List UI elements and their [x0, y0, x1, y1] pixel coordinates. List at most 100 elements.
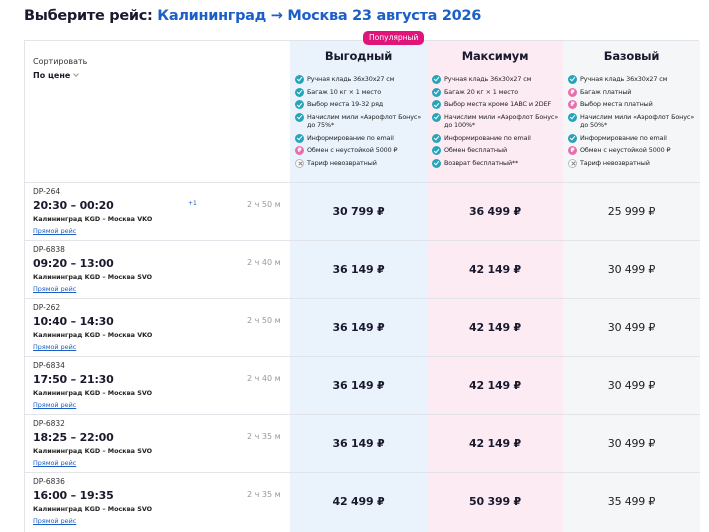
flight-duration: 2 ч 40 м: [247, 374, 281, 383]
flight-route: Калининград KGD – Москва SVO: [33, 447, 153, 455]
fare-price-2[interactable]: 35 499 ₽: [607, 495, 656, 508]
popular-badge: Популярный: [363, 31, 425, 45]
fare-price-1[interactable]: 42 149 ₽: [469, 437, 521, 450]
fare-price-1[interactable]: 42 149 ₽: [469, 263, 521, 276]
feature-text: Выбор места 19-32 ряд: [307, 100, 384, 109]
tariff-features: Ручная кладь 36х30х27 см Багаж 10 кг × 1 …: [294, 75, 425, 171]
feature-item: Начислим мили «Аэрофлот Бонус» до 100%*: [431, 112, 561, 129]
flight-number: DP-264: [33, 187, 61, 196]
feature-text: Возврат бесплатный**: [444, 158, 519, 167]
check-icon: [432, 158, 441, 168]
feature-item: Тариф невозвратный: [294, 158, 425, 168]
fare-table: Сортировать По цене Популярный Выгодный Р…: [24, 31, 700, 532]
direct-flight-link[interactable]: Прямой рейс: [33, 517, 77, 525]
ruble-icon: [568, 87, 577, 97]
flight-row: DP-262 10:40 – 14:30 Калининград KGD – Мос…: [25, 298, 700, 356]
check-icon: [295, 100, 304, 110]
feature-text: Тариф невозвратный: [307, 158, 377, 167]
check-icon: [295, 75, 304, 84]
fare-price-2[interactable]: 30 499 ₽: [607, 263, 656, 276]
fare-price-2[interactable]: 30 499 ₽: [607, 437, 656, 450]
direct-flight-link[interactable]: Прямой рейс: [33, 343, 77, 351]
flight-number: DP-6836: [33, 477, 65, 486]
flight-number: DP-6838: [33, 245, 65, 254]
flight-times: 10:40 – 14:30: [33, 315, 114, 328]
tariff-features: Ручная кладь 36х30х27 см Багаж платный Выб…: [567, 75, 698, 171]
tariff-column-1: [427, 41, 563, 532]
flight-times: 18:25 – 22:00: [33, 431, 114, 444]
feature-item: Выбор места 19-32 ряд: [294, 100, 425, 110]
feature-item: Багаж 20 кг × 1 место: [431, 87, 561, 97]
fare-price-0[interactable]: 42 499 ₽: [332, 495, 385, 508]
fare-price-1[interactable]: 42 149 ₽: [469, 379, 521, 392]
flight-duration: 2 ч 40 м: [247, 258, 281, 267]
sort-control[interactable]: Сортировать По цене: [33, 57, 87, 80]
cross-icon: [295, 158, 304, 168]
fare-price-0[interactable]: 36 149 ₽: [332, 263, 385, 276]
fare-price-1[interactable]: 36 499 ₽: [469, 205, 521, 218]
flight-route: Калининград KGD – Москва VKO: [33, 215, 153, 223]
feature-item: Багаж платный: [567, 87, 698, 97]
fare-price-1[interactable]: 42 149 ₽: [469, 321, 521, 334]
feature-item: Обмен с неустойкой 5000 ₽: [294, 146, 425, 156]
flight-times: 09:20 – 13:00: [33, 257, 114, 270]
feature-item: Багаж 10 кг × 1 место: [294, 87, 425, 97]
feature-item: Ручная кладь 36х30х27 см: [431, 75, 561, 84]
flight-row: DP-264 20:30 – 00:20 +1 Калининград KGD – М…: [25, 182, 700, 240]
tariff-name: Максимум: [461, 49, 529, 63]
tariff-name: Базовый: [603, 49, 660, 63]
fare-price-0[interactable]: 36 149 ₽: [332, 379, 385, 392]
flight-times: 17:50 – 21:30: [33, 373, 114, 386]
check-icon: [295, 112, 304, 122]
check-icon: [568, 75, 577, 84]
feature-text: Обмен бесплатный: [444, 146, 507, 155]
direct-flight-link[interactable]: Прямой рейс: [33, 459, 77, 467]
feature-text: Багаж платный: [580, 87, 632, 96]
feature-item: Возврат бесплатный**: [431, 158, 561, 168]
flight-duration: 2 ч 50 м: [247, 316, 281, 325]
tariff-column-0: [290, 41, 427, 532]
feature-item: Выбор места кроме 1ABC и 2DEF: [431, 100, 561, 110]
fare-price-1[interactable]: 50 399 ₽: [469, 495, 521, 508]
feature-item: Тариф невозвратный: [567, 158, 698, 168]
fare-price-0[interactable]: 36 149 ₽: [332, 321, 385, 334]
fare-price-2[interactable]: 25 999 ₽: [607, 205, 656, 218]
tariff-column-2: [563, 41, 700, 532]
feature-text: Информирование по email: [580, 133, 667, 142]
fare-price-0[interactable]: 30 799 ₽: [332, 205, 385, 218]
page-title: Выберите рейс: Калининград → Москва 23 а…: [24, 8, 481, 24]
flight-number: DP-6834: [33, 361, 65, 370]
flight-row: DP-6832 18:25 – 22:00 Калининград KGD – Мо…: [25, 414, 700, 472]
direct-flight-link[interactable]: Прямой рейс: [33, 401, 77, 409]
ruble-icon: [568, 100, 577, 110]
check-icon: [568, 112, 577, 122]
flight-row: DP-6834 17:50 – 21:30 Калининград KGD – Мо…: [25, 356, 700, 414]
chevron-down-icon: [73, 71, 80, 77]
flight-duration: 2 ч 50 м: [247, 200, 281, 209]
feature-item: Выбор места платный: [567, 100, 698, 110]
fare-price-0[interactable]: 36 149 ₽: [332, 437, 385, 450]
direct-flight-link[interactable]: Прямой рейс: [33, 227, 77, 235]
feature-text: Обмен с неустойкой 5000 ₽: [307, 146, 398, 155]
feature-text: Выбор места платный: [580, 100, 653, 109]
fare-price-2[interactable]: 30 499 ₽: [607, 379, 656, 392]
feature-text: Ручная кладь 36х30х27 см: [580, 75, 668, 83]
direct-flight-link[interactable]: Прямой рейс: [33, 285, 77, 293]
feature-item: Информирование по email: [431, 133, 561, 143]
check-icon: [295, 133, 304, 143]
check-icon: [295, 87, 304, 97]
sort-dropdown[interactable]: По цене: [33, 71, 87, 80]
ruble-icon: [295, 146, 304, 156]
next-day-badge: +1: [188, 200, 197, 207]
flight-route: Калининград KGD – Москва VKO: [33, 331, 153, 339]
fare-price-2[interactable]: 30 499 ₽: [607, 321, 656, 334]
feature-item: Ручная кладь 36х30х27 см: [294, 75, 425, 84]
page-title-route[interactable]: Калининград → Москва 23 августа 2026: [157, 8, 482, 24]
flight-duration: 2 ч 35 м: [247, 432, 281, 441]
flight-times: 16:00 – 19:35: [33, 489, 114, 502]
flight-times: 20:30 – 00:20: [33, 199, 114, 212]
check-icon: [432, 75, 441, 84]
flight-route: Калининград KGD – Москва SVO: [33, 505, 153, 513]
flight-duration: 2 ч 35 м: [247, 490, 281, 499]
tariff-features: Ручная кладь 36х30х27 см Багаж 20 кг × 1 …: [431, 75, 561, 171]
